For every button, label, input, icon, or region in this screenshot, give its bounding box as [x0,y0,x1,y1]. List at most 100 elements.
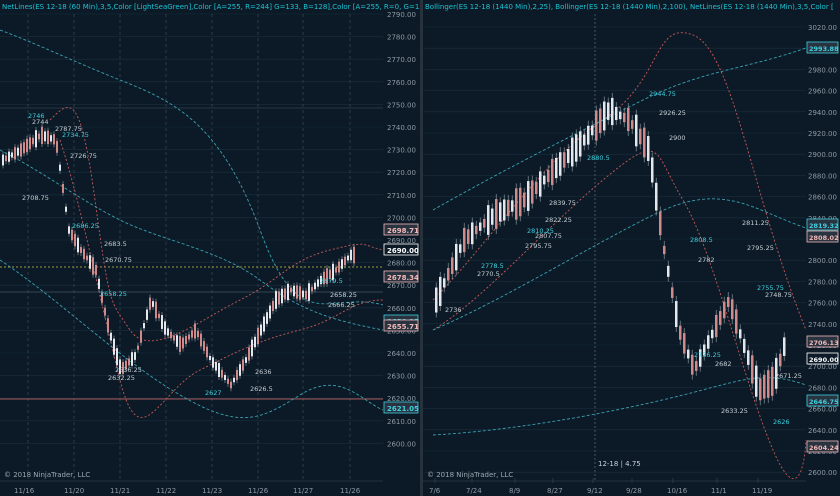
candle-body [11,152,13,158]
y-tick-label: 3020.00 [808,24,837,32]
candle-body [583,134,586,146]
candle-body [38,133,40,140]
candle-body [107,318,109,333]
right-price-chart[interactable]: 3020.003000.002980.002960.002940.002920.… [423,0,840,496]
candle-body [95,264,97,276]
candle-body [272,300,274,312]
price-annotation: 2670.75 [105,256,132,264]
candle-body [735,309,738,334]
candle-body [260,324,262,336]
candle-body [687,349,690,359]
candle-body [443,278,446,288]
upper-band [0,29,384,306]
right-indicator-header: Bollinger(ES 12-18 (1440 Min),2,25), Bol… [425,3,834,11]
price-tag-label: 2690.00 [809,356,839,364]
candle-body [539,171,542,197]
price-annotation: 2787.75 [55,125,82,133]
candle-body [543,175,546,185]
candle-body [149,297,151,310]
candle-body [771,366,774,396]
candle-body [8,151,10,162]
candle-body [523,192,526,208]
price-annotation: 2726.75 [70,152,97,160]
candle-body [711,329,714,339]
left-price-chart[interactable]: 2790.00 2780.00 2770.00 2760.00 2750.00 2740.… [0,0,420,496]
y-tick-label: 2740.00 [808,321,837,329]
candle-body [269,305,271,319]
candle-body [299,286,301,300]
y-tick-label: 2780.00 [387,34,416,42]
candle-body [89,255,91,269]
candle-body [302,290,304,298]
candle-body [116,348,118,366]
x-tick-label: 7/24 [466,487,482,495]
price-tag [383,319,419,332]
candle-body [221,369,223,378]
candle-body [675,300,678,328]
candle-body [455,243,458,271]
candle-body [483,219,486,228]
price-annotation: 2666.25 [328,301,355,309]
candle-body [104,307,106,316]
candle-body [254,336,256,348]
candle-body [527,181,530,211]
candle-body [317,279,319,287]
price-annotation: 2627 [205,389,222,397]
price-annotation: 2636 [255,368,272,376]
candle-body [326,268,328,284]
y-tick-label: 2700.00 [808,363,837,371]
price-annotation: 2808.5 [690,236,713,244]
y-tick-label: 2700.00 [387,214,416,222]
price-annotation: 2744 [32,118,49,126]
candle-body [293,285,295,297]
candle-body [185,336,187,344]
candle-body [47,130,49,145]
candle-body [251,339,253,357]
price-annotation: 2795.75 [525,242,552,250]
candle-body [691,354,694,375]
y-tick-label: 2780.00 [808,278,837,286]
candle-body [122,362,124,374]
x-tick-label: 7/6 [429,487,441,495]
candle-body [603,101,606,131]
candle-body [663,245,666,255]
left-chart-panel[interactable]: NetLines(ES 12-18 (60 Min),3,5,Color [Li… [0,0,423,496]
candle-body [239,364,241,376]
candle-body [92,257,94,275]
candle-body [137,345,139,350]
y-tick-label: 2640.00 [808,427,837,435]
price-annotation: 2736 [445,306,462,314]
candle-body [731,299,734,320]
candle-body [131,352,133,366]
price-tag [806,352,839,365]
candle-body [182,337,184,349]
price-annotation: 2683.5 [104,240,127,248]
candle-body [44,131,46,142]
candle-body [763,374,766,399]
candle-body [607,102,610,120]
price-tag [806,335,839,348]
candle-body [535,181,538,195]
candle-body [119,359,121,374]
price-tag [383,401,419,414]
candle-body [591,125,594,136]
candle-body [227,378,229,384]
candle-body [347,255,349,261]
candle-body [167,328,169,336]
price-annotation: 2658.25 [330,291,357,299]
candle-body [170,331,172,339]
candle-body [507,199,510,217]
candle-body [475,225,478,235]
price-annotation: 2626 [773,418,790,426]
x-tick-label: 11/26 [248,487,269,495]
candle-body [651,157,654,183]
price-tag [383,223,419,236]
candle-body [579,131,582,157]
right-chart-panel[interactable]: Bollinger(ES 12-18 (1440 Min),2,25), Bol… [423,0,840,496]
price-tag-label: 2698.71 [387,227,419,235]
price-tag [806,394,839,407]
candle-body [311,286,313,292]
candle-body [26,138,28,153]
y-tick-label: 2790.00 [387,11,416,19]
candle-body [257,327,259,345]
